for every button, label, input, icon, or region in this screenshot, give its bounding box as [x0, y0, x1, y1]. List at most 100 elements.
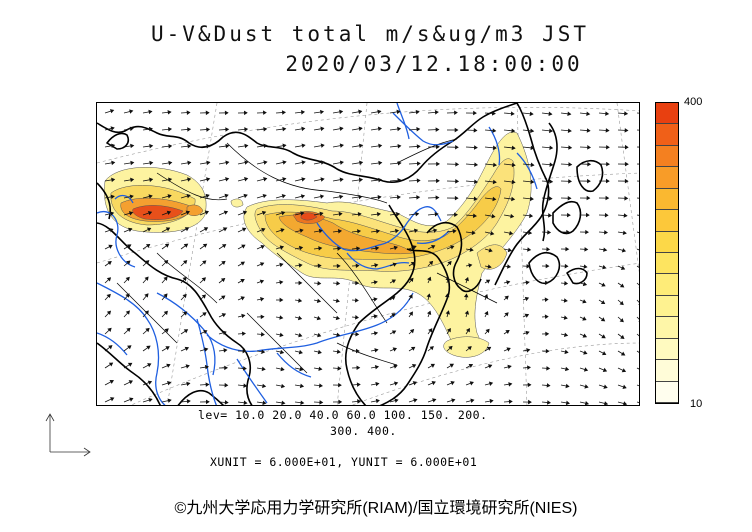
wind-arrow-head	[243, 400, 248, 405]
wind-arrow-head	[436, 178, 440, 184]
wind-arrow	[636, 401, 639, 403]
wind-arrow-head	[600, 300, 606, 305]
wind-arrow-head	[184, 346, 190, 351]
wind-arrow-head	[130, 143, 135, 149]
wind-arrow-head	[508, 399, 513, 404]
wind-arrow-head	[240, 278, 245, 283]
wind-arrow-head	[638, 303, 639, 305]
wind-arrow-head	[604, 212, 609, 218]
wind-arrow-head	[411, 364, 417, 369]
wind-arrow-head	[509, 230, 514, 236]
wind-arrow-head	[472, 213, 477, 218]
wind-arrow-head	[167, 194, 172, 199]
wind-arrow-head	[624, 128, 629, 133]
wind-arrow-head	[356, 246, 361, 251]
wind-arrow-head	[582, 299, 587, 304]
wind-arrow-head	[504, 295, 509, 300]
wind-arrow-head	[396, 109, 401, 115]
wind-arrow-head	[244, 177, 249, 182]
wind-arrow-head	[110, 194, 115, 200]
wind-arrow-head	[604, 230, 608, 235]
wind-arrow-head	[359, 160, 364, 166]
wind-arrow-head	[163, 310, 168, 316]
wind-arrow-head	[281, 194, 286, 199]
wind-arrow-head	[147, 363, 152, 368]
wind-arrow-head	[585, 212, 590, 218]
legend-max-label: 400	[684, 96, 703, 108]
wind-arrow-head	[408, 311, 413, 316]
wind-arrow-head	[106, 277, 112, 282]
wind-arrow-head	[375, 381, 380, 387]
legend-swatch	[656, 274, 678, 296]
map-canvas	[97, 103, 639, 405]
wind-arrow-head	[225, 143, 230, 149]
wind-arrow-head	[546, 366, 551, 371]
wind-arrow-head	[356, 365, 361, 371]
wind-arrow-head	[544, 297, 549, 302]
wind-arrow-head	[392, 347, 398, 352]
wind-arrow-head	[624, 178, 629, 184]
wind-arrow-head	[545, 331, 550, 337]
wind-arrow-head	[429, 346, 434, 351]
wind-arrow-head	[487, 364, 493, 369]
wind-arrow	[636, 197, 639, 199]
wind-arrow-head	[486, 346, 492, 351]
wind-arrow-head	[511, 128, 516, 134]
wind-arrow-head	[620, 265, 626, 270]
wind-arrow-head	[205, 382, 210, 387]
wind-arrow-head	[624, 111, 629, 116]
wind-arrow-head	[225, 127, 230, 132]
wind-arrow-head	[621, 248, 627, 253]
wind-arrow-head	[317, 349, 322, 355]
dust-plumes	[104, 131, 532, 358]
wind-arrow-head	[584, 384, 589, 389]
wind-arrow-head	[454, 212, 458, 218]
wind-arrow-head	[563, 315, 568, 320]
wind-arrow-head	[299, 366, 304, 372]
wind-arrow-head	[166, 210, 172, 216]
wind-arrow-head	[204, 210, 209, 215]
wind-arrow-head	[280, 366, 285, 372]
wind-arrow-head	[377, 126, 382, 132]
wind-arrow-head	[451, 398, 456, 403]
wind-arrow-head	[545, 263, 550, 269]
wind-arrow-head	[187, 143, 192, 149]
wind-arrow-head	[469, 247, 474, 252]
wind-arrow-head	[205, 110, 210, 116]
wind-arrow-head	[184, 227, 190, 232]
wind-arrow-head	[241, 313, 246, 319]
wind-arrow-head	[108, 345, 113, 350]
wind-arrow-head	[374, 263, 379, 268]
wind-arrow-head	[298, 280, 303, 286]
wind-arrow-head	[242, 210, 248, 215]
wind-arrow-head	[623, 401, 628, 405]
wind-arrow-head	[584, 247, 589, 252]
wind-arrow-head	[260, 296, 265, 302]
wind-arrow-head	[201, 277, 206, 282]
wind-arrow-head	[358, 109, 363, 115]
wind-arrow-head	[298, 245, 304, 251]
wind-arrow-head	[282, 143, 287, 148]
wind-arrow-head	[526, 348, 531, 353]
wind-arrow-head	[397, 178, 402, 183]
wind-arrow-head	[127, 244, 132, 249]
wind-arrow-head	[378, 143, 383, 149]
wind-arrow-head	[602, 367, 608, 372]
wind-arrow-head	[129, 109, 134, 114]
wind-arrow-head	[546, 246, 551, 252]
wind-arrow-head	[394, 398, 399, 403]
wind-arrow-head	[301, 160, 306, 165]
wind-arrow-head	[602, 264, 607, 270]
wind-arrow-head	[413, 228, 419, 233]
wind-arrow-head	[435, 127, 440, 132]
wind-arrow-head	[336, 281, 341, 286]
wind-arrow-head	[409, 329, 415, 334]
wind-arrow-head	[128, 211, 134, 216]
wind-arrow-head	[130, 177, 135, 183]
wind-arrow-head	[454, 127, 459, 133]
wind-arrow-head	[126, 260, 131, 265]
wind-arrow-head	[524, 296, 530, 302]
wind-arrow-head	[241, 244, 246, 249]
wind-arrow-head	[281, 110, 286, 115]
legend-swatch	[656, 317, 678, 339]
